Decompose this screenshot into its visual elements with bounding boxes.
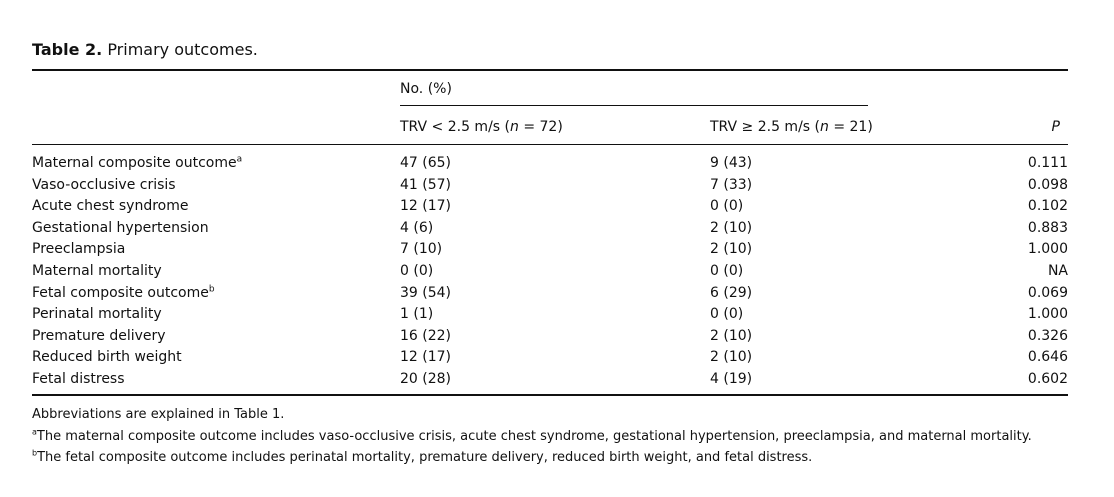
row-label: Perinatal mortality [32,305,162,323]
cell-p-value: 0.646 [1027,349,1068,365]
cell-trv-low: 39 (54) [400,285,452,301]
cell-trv-low: 0 (0) [400,263,434,279]
column-header-trv-low-n: n [510,119,519,135]
row-label: Gestational hypertension [32,219,209,237]
row-label-footnote-mark: a [236,154,243,165]
column-header-trv-high-n: n [820,119,829,135]
table-caption: Table 2. Primary outcomes. [32,40,258,59]
cell-trv-high: 9 (43) [710,155,753,171]
footnote-b-text: The fetal composite outcome includes per… [37,450,813,465]
cell-trv-high: 7 (33) [710,177,753,193]
cell-trv-low: 41 (57) [400,177,452,193]
row-label-text: Maternal composite outcome [32,155,237,171]
column-header-trv-low-prefix: TRV < 2.5 m/s ( [400,119,510,135]
column-header-p: P [1051,119,1060,135]
cell-trv-high: 0 (0) [710,306,744,322]
cell-trv-low: 47 (65) [400,155,452,171]
row-label-text: Preeclampsia [32,241,126,257]
cell-p-value: 0.102 [1027,198,1068,214]
cell-p-value: 1.000 [1027,306,1068,322]
cell-trv-high: 6 (29) [710,285,753,301]
cell-p-value: 0.111 [1027,155,1068,171]
column-header-trv-high: TRV ≥ 2.5 m/s (n = 21) [710,118,873,136]
row-label-text: Acute chest syndrome [32,198,189,214]
row-label-text: Vaso-occlusive crisis [32,177,176,193]
cell-trv-high: 2 (10) [710,241,753,257]
cell-p-value: 1.000 [1027,241,1068,257]
cell-trv-low: 16 (22) [400,328,452,344]
row-label: Maternal mortality [32,262,162,280]
header-rule [32,144,1068,145]
cell-trv-low: 12 (17) [400,198,452,214]
footnote-b-mark: b [32,448,38,458]
footnote-abbreviations: Abbreviations are explained in Table 1. [32,407,285,422]
cell-p-value: 0.602 [1027,371,1068,387]
row-label-footnote-mark: b [208,284,215,295]
cell-trv-high: 2 (10) [710,328,753,344]
column-header-trv-high-suffix: = 21) [828,119,873,135]
footnote-a: aThe maternal composite outcome includes… [32,427,1032,444]
cell-p-value: NA [1047,263,1068,279]
row-label: Reduced birth weight [32,348,182,366]
cell-trv-high: 0 (0) [710,198,744,214]
cell-trv-high: 2 (10) [710,220,753,236]
cell-trv-high: 4 (19) [710,371,753,387]
group-header: No. (%) [400,81,452,97]
table-caption-title: Primary outcomes. [107,40,258,59]
row-label-text: Reduced birth weight [32,349,182,365]
bottom-rule [32,394,1068,396]
row-label: Maternal composite outcomea [32,154,242,172]
row-label-text: Gestational hypertension [32,220,209,236]
row-label: Acute chest syndrome [32,197,188,215]
row-label-text: Fetal distress [32,371,125,387]
column-header-trv-high-prefix: TRV ≥ 2.5 m/s ( [710,119,820,135]
footnote-b: bThe fetal composite outcome includes pe… [32,448,813,465]
row-label-text: Perinatal mortality [32,306,162,322]
row-label: Vaso-occlusive crisis [32,176,176,194]
row-label: Preeclampsia [32,240,125,258]
row-label: Premature delivery [32,327,166,345]
row-label-text: Premature delivery [32,328,166,344]
footnote-a-mark: a [32,427,37,437]
cell-trv-low: 20 (28) [400,371,452,387]
cell-trv-low: 12 (17) [400,349,452,365]
row-label: Fetal composite outcomeb [32,284,215,302]
cell-trv-low: 4 (6) [400,220,434,236]
row-label: Fetal distress [32,370,125,388]
table-caption-label: Table 2. [32,40,103,59]
row-label-text: Fetal composite outcome [32,285,209,301]
top-rule [32,69,1068,71]
cell-p-value: 0.326 [1027,328,1068,344]
cell-trv-low: 7 (10) [400,241,443,257]
cell-trv-low: 1 (1) [400,306,434,322]
group-rule [400,105,868,106]
cell-p-value: 0.098 [1027,177,1068,193]
column-header-trv-low: TRV < 2.5 m/s (n = 72) [400,118,563,136]
cell-p-value: 0.069 [1027,285,1068,301]
cell-trv-high: 2 (10) [710,349,753,365]
column-header-trv-low-suffix: = 72) [518,119,563,135]
footnote-a-text: The maternal composite outcome includes … [36,429,1032,444]
row-label-text: Maternal mortality [32,263,162,279]
cell-p-value: 0.883 [1027,220,1068,236]
cell-trv-high: 0 (0) [710,263,744,279]
